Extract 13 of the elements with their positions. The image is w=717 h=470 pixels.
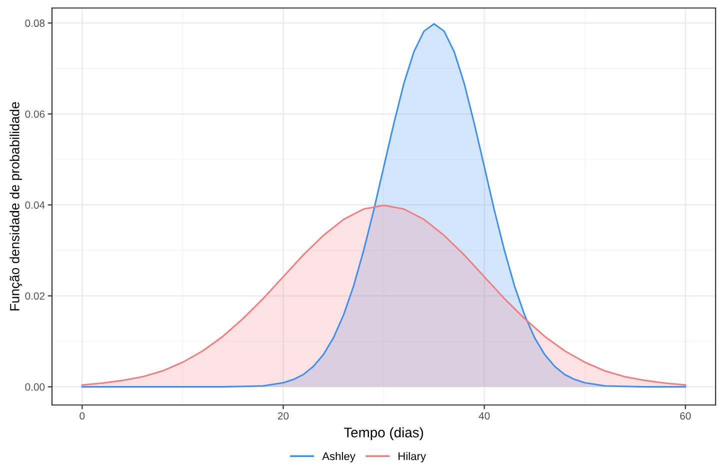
x-tick-label: 60 xyxy=(680,412,691,420)
legend-label: Ashley xyxy=(322,452,356,462)
x-axis-title: Tempo (dias) xyxy=(344,427,424,440)
legend-label: Hilary xyxy=(398,452,426,462)
x-tick-label: 40 xyxy=(478,412,490,420)
x-tick-label: 0 xyxy=(80,412,85,420)
y-axis-title: Função densidade de probabilidade xyxy=(10,102,22,310)
y-tick-label: 0.04 xyxy=(25,201,45,209)
y-tick-label: 0.02 xyxy=(25,292,45,300)
y-tick-label: 0.06 xyxy=(25,110,45,118)
y-tick-label: 0.00 xyxy=(25,383,45,391)
x-tick-label: 20 xyxy=(278,412,289,420)
y-tick-label: 0.08 xyxy=(25,20,45,27)
